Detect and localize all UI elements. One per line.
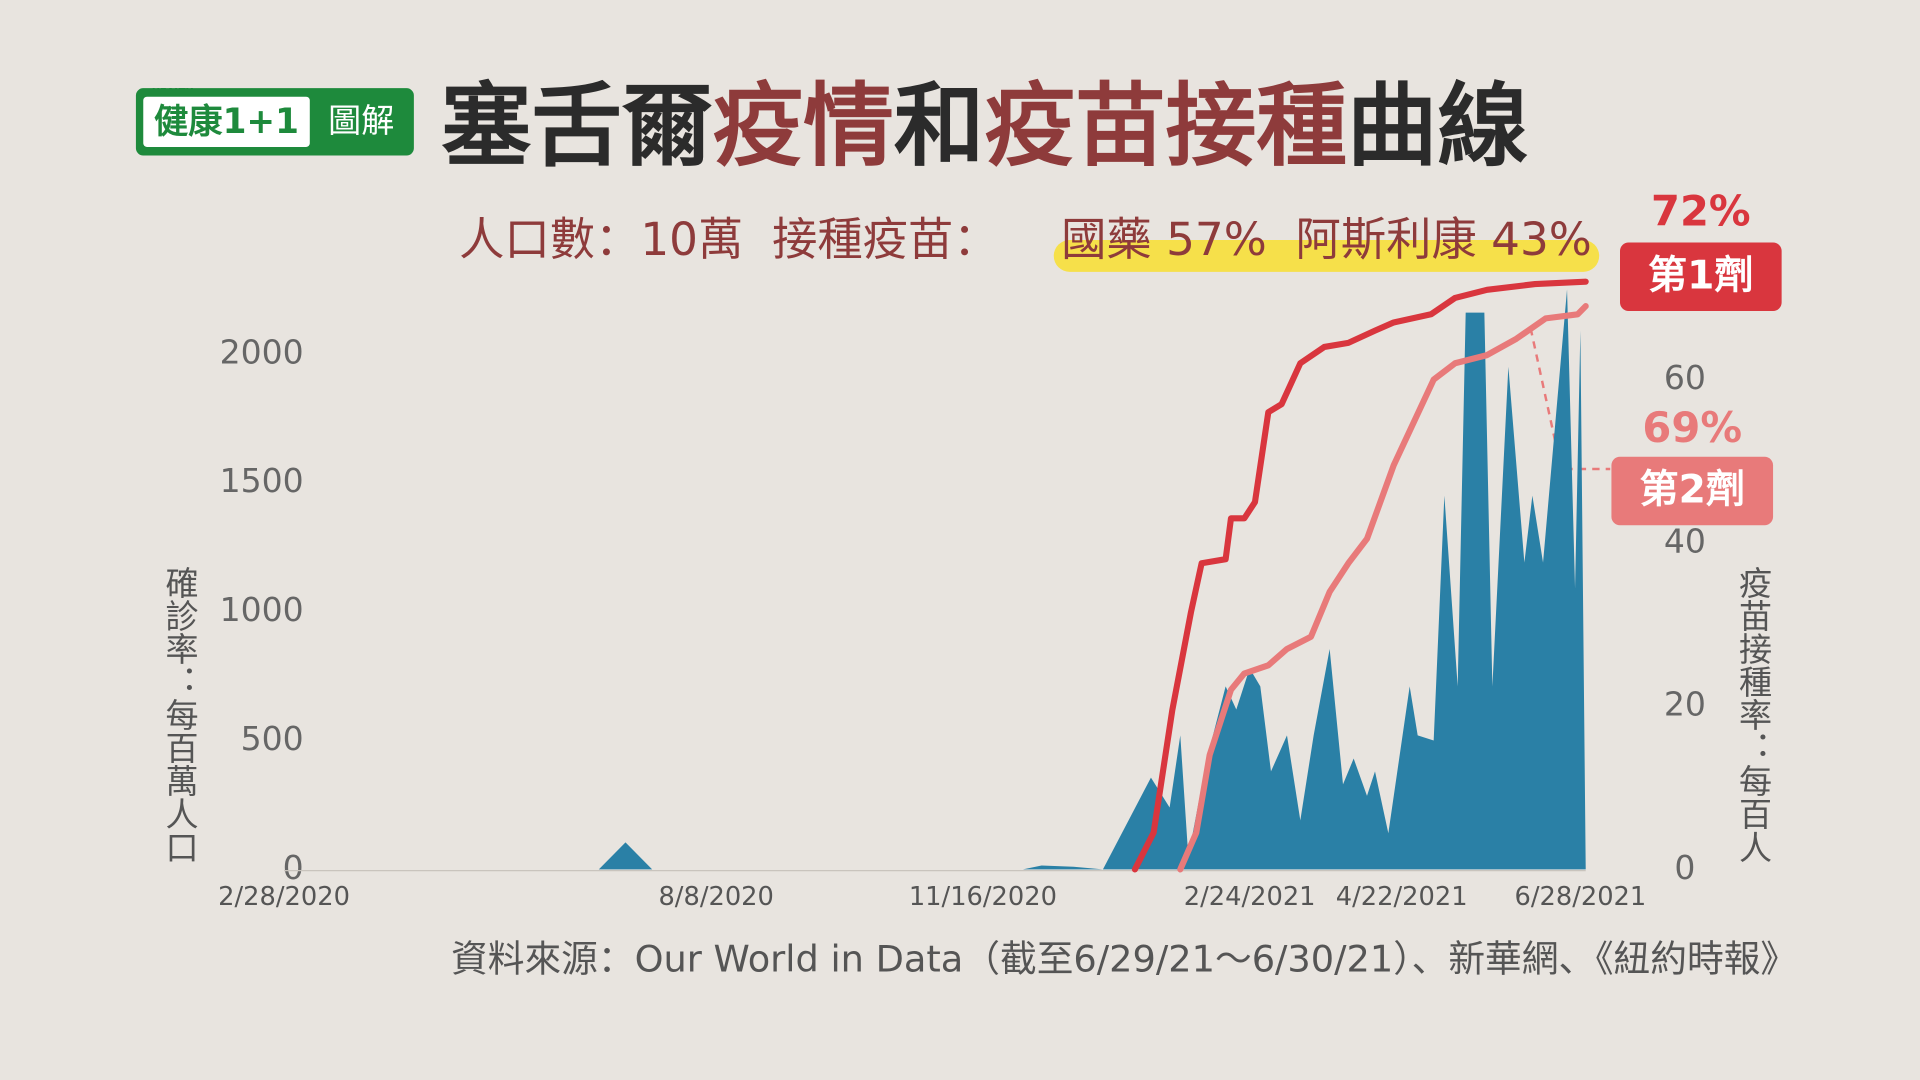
x-tick-label: 2/28/2020 (218, 882, 350, 912)
y2-tick-label: 60 (1664, 358, 1706, 397)
plot: 0 500 1000 1500 2000 0 20 40 60 2/28/2020 8/8/2020… (218, 186, 1782, 912)
line (1131, 278, 1589, 873)
legend-label: 第2劑 (1639, 468, 1745, 513)
title-part: 疫苗接種 (984, 74, 1346, 179)
legend-box (1620, 242, 1782, 312)
y-axis-title: 確診率：每百萬人口 (160, 566, 199, 864)
line (1177, 303, 1589, 873)
logo-tag: HEALTH (152, 87, 194, 98)
logo-badge: 圖解 (328, 101, 394, 140)
value-label: 69% (1642, 403, 1742, 452)
highlight (1053, 240, 1600, 272)
title-part: 塞舌爾 (441, 74, 713, 179)
y-tick-label: 2000 (220, 332, 304, 371)
value-label: 72% (1651, 186, 1751, 235)
y-tick-label: 1000 (220, 590, 304, 629)
x-tick-label: 8/8/2020 (658, 882, 773, 912)
leader (1529, 327, 1611, 471)
y2-axis-title: 疫苗接種率：每百人 (1734, 566, 1773, 864)
y-tick-label: 0 (283, 848, 304, 887)
subtitle-highlight: 國藥 57% 阿斯利康 43% (1061, 213, 1592, 266)
y-tick-label: 1500 (220, 461, 304, 500)
subtitle: 人口數：10萬 接種疫苗： (459, 213, 998, 266)
x-tick-label: 2/24/2021 (1184, 882, 1316, 912)
logo-inner (143, 96, 310, 147)
chart-title: 塞舌爾疫情和疫苗接種曲線 (441, 74, 1528, 179)
title-part: 和 (894, 74, 985, 179)
x-tick-label: 6/28/2021 (1514, 882, 1646, 912)
logo: HEALTH 健康1+1 圖解 (135, 87, 414, 156)
y-tick-label: 500 (241, 719, 304, 758)
logo-name: 健康1+1 (154, 102, 299, 142)
area (284, 289, 1586, 870)
legend-label: 第1劑 (1648, 253, 1754, 298)
title-part: 疫情 (713, 74, 894, 179)
y2-tick-label: 20 (1664, 685, 1706, 724)
title-part: 曲線 (1347, 74, 1528, 179)
y2-tick-label: 40 (1664, 521, 1706, 560)
source: 資料來源：Our World in Data（截至6/29/21～6/30/21… (451, 938, 1797, 981)
legend-box (1611, 456, 1774, 526)
y2-tick-label: 0 (1674, 848, 1695, 887)
x-tick-label: 11/16/2020 (909, 882, 1057, 912)
x-tick-label: 4/22/2021 (1336, 882, 1468, 912)
